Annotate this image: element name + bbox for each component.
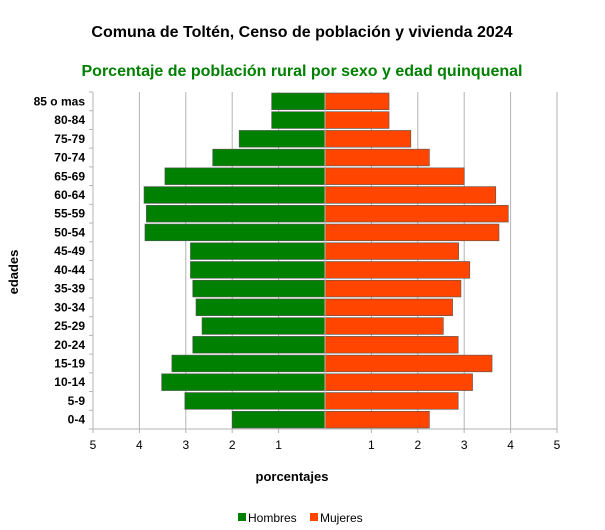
bar-hombres bbox=[171, 354, 326, 373]
x-tick-label: 3 bbox=[182, 438, 189, 452]
bar-hombres bbox=[190, 261, 326, 279]
bars-group bbox=[143, 92, 509, 429]
bar-hombres bbox=[238, 130, 326, 148]
bar-hombres bbox=[271, 111, 326, 129]
bar-hombres bbox=[195, 298, 326, 316]
legend-label-hombres: Hombres bbox=[248, 511, 297, 525]
y-axis-title: edades bbox=[6, 250, 21, 295]
bar-hombres bbox=[201, 317, 326, 335]
x-tick-labels: 5 4 3 2 1 1 2 3 4 5 bbox=[90, 438, 561, 452]
category-label: 5-9 bbox=[68, 394, 86, 408]
bar-mujeres bbox=[324, 392, 459, 410]
grid-lines bbox=[92, 92, 558, 429]
bar-mujeres bbox=[324, 410, 430, 429]
bar-hombres bbox=[231, 410, 326, 429]
category-label: 20-24 bbox=[54, 338, 85, 352]
bar-mujeres bbox=[324, 148, 430, 167]
category-label: 50-54 bbox=[54, 225, 85, 239]
category-label: 15-19 bbox=[54, 356, 85, 370]
category-label: 80-84 bbox=[54, 113, 85, 127]
bar-hombres bbox=[192, 279, 326, 298]
x-tick-label: 3 bbox=[461, 438, 468, 452]
category-labels: 85 o mas 80-84 75-79 70-74 65-69 60-64 55-59 50… bbox=[34, 94, 86, 426]
x-tick-label: 5 bbox=[554, 438, 561, 452]
chart-title: Comuna de Toltén, Censo de población y v… bbox=[91, 24, 512, 41]
category-label: 75-79 bbox=[54, 132, 85, 146]
category-label: 25-29 bbox=[54, 319, 85, 333]
bar-hombres bbox=[192, 336, 326, 354]
category-label: 30-34 bbox=[54, 300, 85, 314]
category-label: 45-49 bbox=[54, 244, 85, 258]
x-axis-title: porcentajes bbox=[256, 469, 329, 484]
bar-hombres bbox=[161, 373, 326, 391]
legend-swatch-mujeres bbox=[310, 513, 318, 521]
bar-mujeres bbox=[324, 279, 462, 298]
x-tick-label: 4 bbox=[507, 438, 514, 452]
x-tick-label: 1 bbox=[368, 438, 375, 452]
category-label: 40-44 bbox=[54, 263, 85, 277]
bar-hombres bbox=[271, 92, 326, 111]
bar-mujeres bbox=[324, 130, 412, 148]
bar-hombres bbox=[146, 205, 326, 223]
bar-mujeres bbox=[324, 336, 459, 354]
bar-mujeres bbox=[324, 354, 493, 373]
bar-hombres bbox=[143, 186, 326, 204]
bar-hombres bbox=[190, 242, 326, 260]
category-label: 65-69 bbox=[54, 169, 85, 183]
bar-mujeres bbox=[324, 298, 453, 316]
bar-mujeres bbox=[324, 111, 390, 129]
bar-hombres bbox=[212, 148, 326, 167]
legend-swatch-hombres bbox=[238, 513, 246, 521]
bar-mujeres bbox=[324, 373, 473, 391]
chart-subtitle: Porcentaje de población rural por sexo y… bbox=[82, 63, 523, 80]
category-label: 60-64 bbox=[54, 188, 85, 202]
bar-mujeres bbox=[324, 223, 500, 242]
bar-mujeres bbox=[324, 242, 459, 260]
category-label: 0-4 bbox=[68, 413, 86, 427]
category-label: 55-59 bbox=[54, 207, 85, 221]
x-tick-label: 2 bbox=[414, 438, 421, 452]
category-label: 85 o mas bbox=[34, 94, 86, 108]
x-tick-label: 4 bbox=[136, 438, 143, 452]
bar-hombres bbox=[184, 392, 326, 410]
x-tick-label: 1 bbox=[275, 438, 282, 452]
bar-mujeres bbox=[324, 261, 471, 279]
category-label: 35-39 bbox=[54, 282, 85, 296]
legend: Hombres Mujeres bbox=[238, 511, 363, 525]
x-tick-label: 2 bbox=[229, 438, 236, 452]
bar-mujeres bbox=[324, 167, 465, 185]
bar-mujeres bbox=[324, 205, 509, 223]
axes-group bbox=[89, 91, 558, 433]
bar-hombres bbox=[164, 167, 326, 185]
bar-mujeres bbox=[324, 186, 497, 204]
category-label: 10-14 bbox=[54, 375, 85, 389]
bar-hombres bbox=[144, 223, 326, 242]
legend-label-mujeres: Mujeres bbox=[320, 511, 363, 525]
bar-mujeres bbox=[324, 317, 444, 335]
category-label: 70-74 bbox=[54, 151, 85, 165]
bar-mujeres bbox=[324, 92, 390, 111]
x-tick-label: 5 bbox=[90, 438, 97, 452]
